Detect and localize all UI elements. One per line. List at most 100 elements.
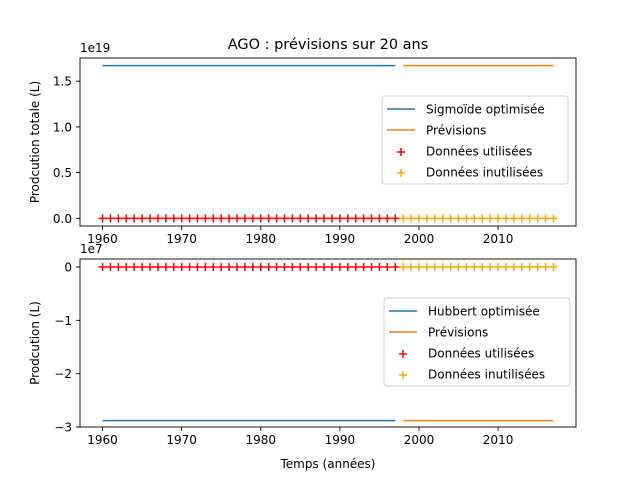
data-point-plus <box>185 263 194 271</box>
data-point-plus <box>217 214 226 223</box>
y-tick-label: −3 <box>54 421 72 435</box>
data-point-plus <box>304 263 313 271</box>
data-point-plus <box>248 263 257 271</box>
data-point-plus <box>114 263 123 271</box>
data-point-plus <box>153 263 162 271</box>
x-tick-label: 1980 <box>245 232 276 246</box>
x-tick-label: 1960 <box>87 232 118 246</box>
data-point-plus <box>462 263 471 271</box>
data-point-plus <box>327 214 336 223</box>
legend-label: Données utilisées <box>426 145 532 159</box>
data-point-plus <box>312 263 321 271</box>
data-point-plus <box>146 263 155 271</box>
data-point-plus <box>454 263 463 271</box>
legend-label: Données utilisées <box>428 347 534 361</box>
data-point-plus <box>264 214 273 223</box>
data-point-plus <box>320 263 329 271</box>
data-point-plus <box>185 214 194 223</box>
data-point-plus <box>280 214 289 223</box>
data-point-plus <box>256 214 265 223</box>
legend-plus-swatch <box>399 371 407 379</box>
data-point-plus <box>383 263 392 271</box>
y-tick-label: 0.0 <box>53 212 72 226</box>
data-point-plus <box>304 214 313 223</box>
legend-label: Données inutilisées <box>426 166 543 180</box>
data-point-plus <box>209 263 218 271</box>
legend-plus-swatch <box>397 148 405 156</box>
bottom-ylabel: Prodcution (L) <box>28 301 42 385</box>
data-point-plus <box>383 214 392 223</box>
data-point-plus <box>399 263 408 271</box>
data-point-plus <box>288 214 297 223</box>
top-axes-frame <box>79 57 577 227</box>
data-point-plus <box>106 263 115 271</box>
data-point-plus <box>248 214 257 223</box>
legend-label: Sigmoïde optimisée <box>426 103 545 117</box>
chart-title: AGO : prévisions sur 20 ans <box>228 37 429 53</box>
data-point-plus <box>517 214 526 223</box>
x-tick-label: 1970 <box>166 232 197 246</box>
data-point-plus <box>407 263 416 271</box>
x-tick-label: 1960 <box>87 433 118 447</box>
data-point-plus <box>264 263 273 271</box>
data-point-plus <box>422 263 431 271</box>
data-point-plus <box>501 214 510 223</box>
data-point-plus <box>296 263 305 271</box>
data-point-plus <box>201 263 210 271</box>
legend-box <box>383 297 571 387</box>
legend-plus-swatch <box>397 169 405 177</box>
data-point-plus <box>470 263 479 271</box>
data-point-plus <box>343 263 352 271</box>
data-point-plus <box>335 214 344 223</box>
data-point-plus <box>98 214 107 223</box>
x-tick-label: 1970 <box>166 433 197 447</box>
data-point-plus <box>454 214 463 223</box>
data-point-plus <box>351 263 360 271</box>
data-point-plus <box>130 263 139 271</box>
data-point-plus <box>138 214 147 223</box>
data-point-plus <box>375 263 384 271</box>
data-point-plus <box>486 263 495 271</box>
data-point-plus <box>217 263 226 271</box>
data-point-plus <box>288 263 297 271</box>
data-point-plus <box>367 214 376 223</box>
data-point-plus <box>233 214 242 223</box>
data-point-plus <box>335 263 344 271</box>
data-point-plus <box>106 214 115 223</box>
legend-plus-swatch <box>399 350 407 358</box>
data-point-plus <box>153 214 162 223</box>
data-point-plus <box>343 214 352 223</box>
data-point-plus <box>272 263 281 271</box>
bottom-xlabel: Temps (années) <box>280 457 376 471</box>
data-point-plus <box>146 214 155 223</box>
data-point-plus <box>161 263 170 271</box>
data-point-plus <box>193 214 202 223</box>
x-tick-label: 2000 <box>404 433 435 447</box>
data-point-plus <box>312 214 321 223</box>
data-point-plus <box>549 214 558 223</box>
top-offset-text: 1e19 <box>80 41 110 55</box>
data-point-plus <box>478 263 487 271</box>
data-point-plus <box>486 214 495 223</box>
data-point-plus <box>272 214 281 223</box>
bottom-axes-frame <box>79 258 577 428</box>
data-point-plus <box>98 263 107 271</box>
data-point-plus <box>407 214 416 223</box>
y-tick-label: 0 <box>64 261 72 275</box>
data-point-plus <box>533 214 542 223</box>
data-point-plus <box>438 214 447 223</box>
y-tick-label: −1 <box>54 314 72 328</box>
data-point-plus <box>446 263 455 271</box>
data-point-plus <box>169 263 178 271</box>
data-point-plus <box>209 214 218 223</box>
top-ylabel: Prodcution totale (L) <box>28 81 42 203</box>
data-point-plus <box>399 214 408 223</box>
data-point-plus <box>233 263 242 271</box>
data-point-plus <box>391 263 400 271</box>
data-point-plus <box>414 214 423 223</box>
x-tick-label: 2010 <box>483 433 514 447</box>
data-point-plus <box>375 214 384 223</box>
data-point-plus <box>225 214 234 223</box>
data-point-plus <box>225 263 234 271</box>
